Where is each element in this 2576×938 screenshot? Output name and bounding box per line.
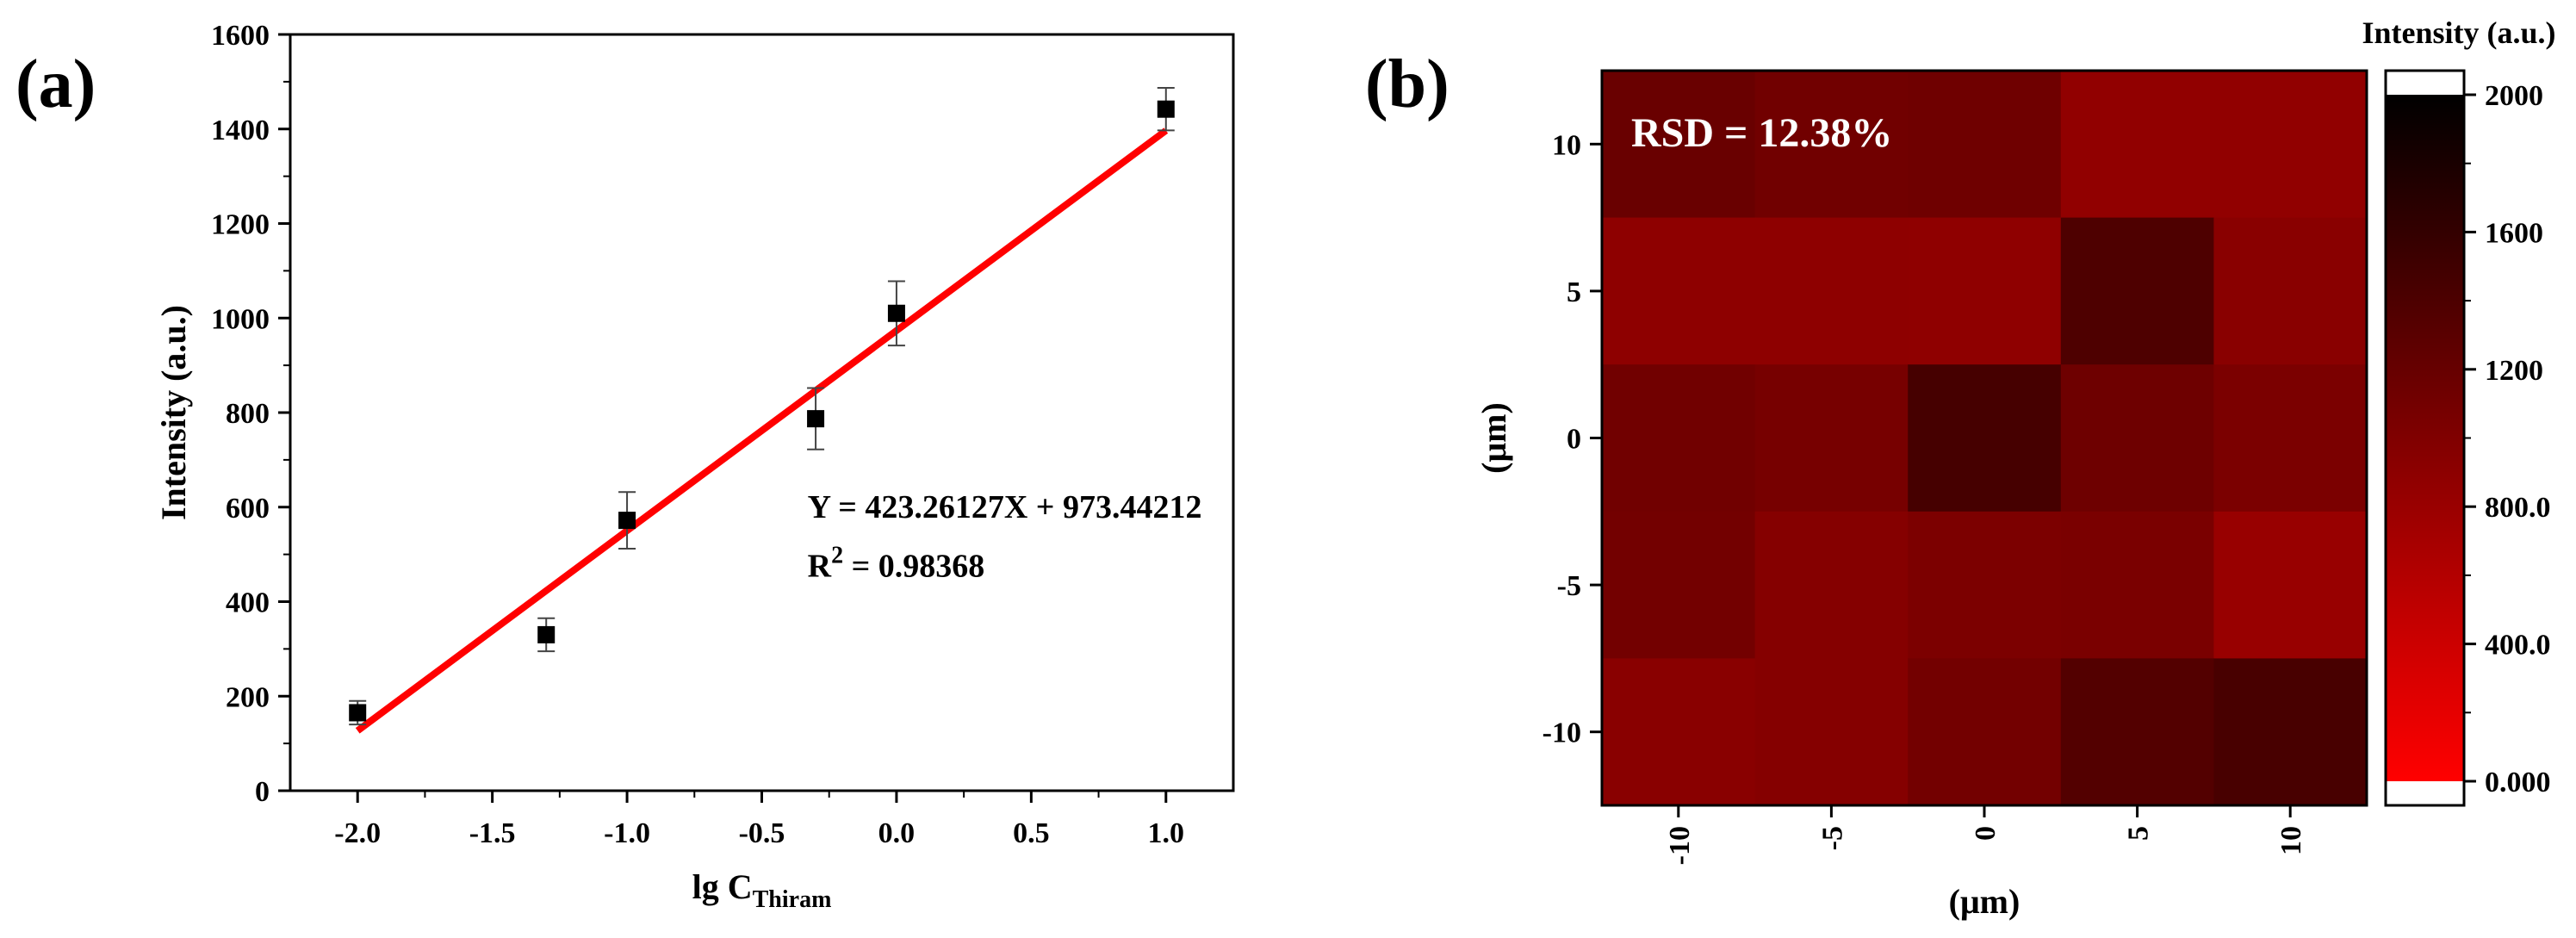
x-tick-label: 0.5 [1013, 817, 1050, 849]
y-tick-label: 600 [226, 493, 270, 525]
heatmap-cell [1908, 364, 2062, 512]
x-axis-title-subscript: Thiram [753, 886, 832, 913]
heatmap-x-tick-label: -10 [1664, 826, 1696, 865]
y-tick-label: 400 [226, 587, 270, 619]
x-tick-label: 1.0 [1148, 817, 1185, 849]
heatmap-cell [2213, 364, 2368, 512]
heatmap-y-tick-label: 5 [1567, 276, 1581, 308]
heatmap-cell [1602, 217, 1756, 365]
heatmap-cell [1908, 71, 2062, 219]
heatmap-cell [2060, 71, 2214, 219]
x-axis-title: lg CThiram [692, 867, 832, 913]
r-squared: R2 = 0.98368 [808, 542, 985, 584]
data-point [537, 617, 556, 653]
data-point-marker [807, 410, 825, 428]
linear-fit-line [355, 127, 1169, 734]
x-tick-label: -1.0 [604, 817, 650, 849]
data-points-layer [349, 87, 1175, 726]
heatmap-y-tick-label: -5 [1557, 570, 1581, 602]
x-tick-label: -2.0 [334, 817, 381, 849]
y-tick-label: 1000 [211, 303, 270, 335]
heatmap-panel: -10 -5 0 5 10 10 5 0 -5 -10 RSD = 12.38% (μm) (μm… [1474, 16, 2556, 921]
heatmap-cell [2060, 217, 2214, 365]
data-point-marker [537, 625, 556, 643]
panel-label-a: (a) [16, 47, 96, 122]
heatmap-cell [2060, 511, 2214, 659]
colorbar-gradient [2386, 95, 2464, 781]
colorbar-tick-label: 0.000 [2485, 767, 2551, 798]
heatmap-x-tick-label: -5 [1816, 826, 1848, 850]
heatmap-cell [1754, 71, 1909, 219]
colorbar-tick-label: 1600 [2485, 217, 2543, 249]
data-point-marker [1157, 100, 1175, 118]
heatmap-cell [1602, 511, 1756, 659]
panel-label-b: (b) [1365, 47, 1449, 122]
data-point [887, 280, 905, 347]
heatmap-cell [1602, 71, 1756, 219]
data-point [1157, 87, 1175, 132]
y-tick-label: 1200 [211, 209, 270, 241]
colorbar-tick-label: 800.0 [2485, 492, 2551, 524]
r-squared-label: R [808, 548, 832, 584]
heatmap-cell [2213, 658, 2368, 806]
heatmap-x-tick-label: 5 [2123, 826, 2155, 841]
colorbar-tick-label: 2000 [2485, 80, 2543, 112]
heatmap-x-tick-label: 10 [2275, 826, 2307, 855]
r-squared-superscript: 2 [831, 542, 843, 568]
heatmap-cells [1602, 71, 2368, 806]
heatmap-cell [1602, 658, 1756, 806]
heatmap-cell [1908, 658, 2062, 806]
heatmap-cell [2213, 71, 2368, 219]
fit-line-layer [355, 127, 1169, 734]
heatmap-cell [1754, 364, 1909, 512]
heatmap-cell [2213, 511, 2368, 659]
data-point [349, 699, 367, 726]
heatmap-y-axis-title: (μm) [1474, 402, 1513, 474]
r-squared-value: = 0.98368 [843, 548, 984, 584]
heatmap-y-tick-label: 0 [1567, 424, 1581, 456]
fit-equation: Y = 423.26127X + 973.44212 [808, 489, 1202, 525]
heatmap-cell [2213, 217, 2368, 365]
x-tick-label: 0.0 [878, 817, 916, 849]
y-axis-title: Intensity (a.u.) [154, 305, 193, 520]
y-tick-label: 1600 [211, 20, 270, 52]
colorbar-title: Intensity (a.u.) [2362, 16, 2555, 50]
data-point [807, 387, 825, 450]
heatmap-cell [1754, 658, 1909, 806]
data-point [618, 491, 636, 550]
heatmap-ticks: -10 -5 0 5 10 10 5 0 -5 -10 [1542, 129, 2308, 865]
x-tick-label: -1.5 [469, 817, 516, 849]
data-point-marker [618, 512, 636, 530]
rsd-annotation: RSD = 12.38% [1631, 110, 1892, 156]
heatmap-cell [1602, 364, 1756, 512]
heatmap-cell [2060, 658, 2214, 806]
scatter-plot-panel: -2.0 -1.5 -1.0 -0.5 0.0 0.5 1.0 0 200 400 600 800 10… [154, 20, 1235, 913]
y-tick-label: 800 [226, 398, 270, 430]
colorbar: 0.000 400.0 800.0 1200 1600 2000 [2384, 69, 2551, 807]
y-tick-label: 1400 [211, 115, 270, 146]
heatmap-x-tick-label: 0 [1970, 826, 2002, 841]
heatmap-y-tick-label: 10 [1552, 129, 1581, 161]
heatmap-cell [1908, 511, 2062, 659]
heatmap-x-axis-title: (μm) [1949, 882, 2020, 921]
y-tick-label: 0 [255, 776, 270, 808]
y-tick-label: 200 [226, 681, 270, 713]
x-axis-title-main: lg C [692, 867, 753, 906]
colorbar-tick-label: 400.0 [2485, 630, 2551, 662]
heatmap-cell [1754, 511, 1909, 659]
heatmap-cell [2060, 364, 2214, 512]
heatmap-y-tick-label: -10 [1542, 717, 1581, 749]
x-tick-label: -0.5 [739, 817, 785, 849]
scatter-plot-ticks: -2.0 -1.5 -1.0 -0.5 0.0 0.5 1.0 0 200 400 600 800 10… [211, 20, 1184, 849]
data-point-marker [887, 304, 905, 322]
heatmap-cell [1754, 217, 1909, 365]
colorbar-tick-label: 1200 [2485, 355, 2543, 387]
heatmap-cell [1908, 217, 2062, 365]
data-point-marker [349, 704, 367, 722]
